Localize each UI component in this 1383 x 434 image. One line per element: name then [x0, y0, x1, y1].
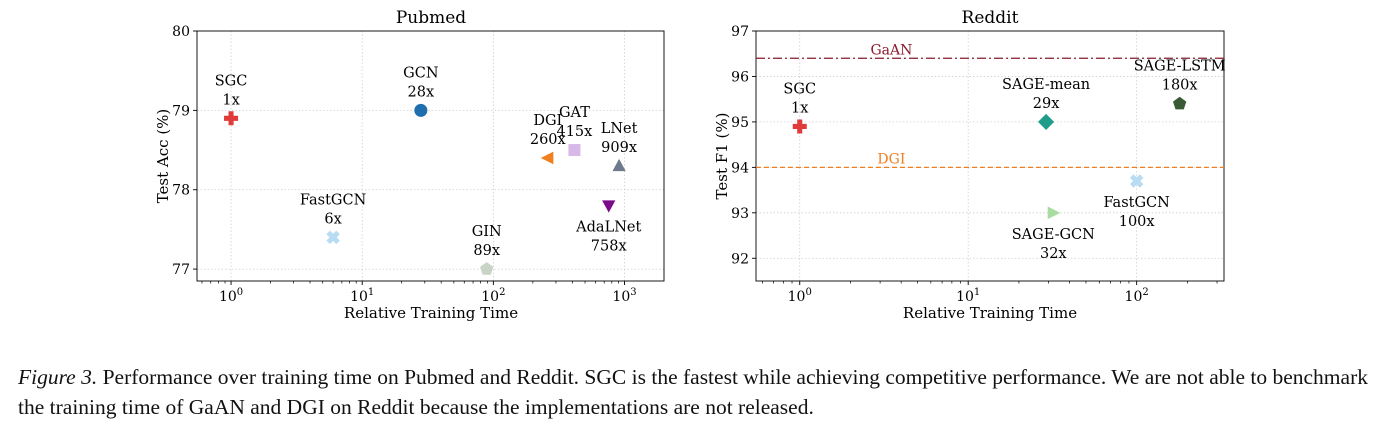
pubmed-label-lnet: LNet — [601, 121, 638, 137]
pubmed-xtick-exp: 3 — [630, 287, 636, 298]
pubmed-point-fastgcn-shape — [326, 230, 340, 245]
pubmed-speedup-gat: 415x — [556, 124, 592, 140]
pubmed-xtick-label: 101 — [350, 287, 374, 305]
figure-svg: Pubmed Relative Training Time Test Acc (… — [154, 8, 1226, 322]
pubmed-xtick-base: 10 — [219, 289, 237, 305]
pubmed-xtick-base: 10 — [350, 289, 368, 305]
pubmed-speedup-sgc: 1x — [222, 92, 239, 108]
reddit-ytick-label: 95 — [731, 115, 749, 131]
pubmed-xtick-base: 10 — [612, 289, 630, 305]
reddit-point-fastgcn-shape — [1129, 174, 1144, 188]
reddit-label-fastgcn: FastGCN — [1103, 195, 1170, 211]
pubmed-ytick-label: 77 — [172, 262, 190, 278]
reddit-xtick-label: 100 — [788, 287, 812, 305]
reddit-point-sgc — [792, 119, 807, 134]
reddit-xtick-exp: 2 — [1142, 287, 1148, 298]
reddit-xtick-base: 10 — [788, 289, 806, 305]
reddit-point-sage-lstm — [1172, 96, 1187, 110]
pubmed-xlabel: Relative Training Time — [344, 304, 518, 322]
reddit-ytick-label: 94 — [731, 160, 749, 176]
pubmed-xtick-label: 102 — [481, 287, 505, 305]
reddit-speedup-fastgcn: 100x — [1119, 214, 1155, 230]
pubmed-speedup-fastgcn: 6x — [324, 211, 341, 227]
pubmed-point-gin — [480, 262, 494, 275]
reddit-axes-frame — [755, 30, 1225, 282]
reddit-xtick-base: 10 — [1125, 289, 1143, 305]
reddit-speedup-sage-mean: 29x — [1033, 96, 1060, 112]
pubmed-panel: Pubmed Relative Training Time Test Acc (… — [154, 8, 665, 322]
reddit-label-sage-lstm: SAGE-LSTM — [1134, 59, 1226, 75]
reddit-ytick-label: 93 — [731, 206, 749, 222]
pubmed-point-gcn — [414, 103, 428, 117]
pubmed-point-gat — [568, 144, 581, 157]
reddit-point-sage-mean — [1038, 113, 1055, 130]
reddit-xlabel: Relative Training Time — [903, 304, 1077, 322]
reddit-title: Reddit — [962, 8, 1019, 28]
pubmed-xtick-label: 103 — [612, 287, 636, 305]
reddit-point-fastgcn — [1129, 174, 1144, 188]
reddit-point-sage-gcn — [1047, 206, 1061, 220]
reddit-speedup-sage-gcn: 32x — [1040, 246, 1067, 262]
reddit-ytick-label: 97 — [731, 24, 749, 40]
caption-text: Performance over training time on Pubmed… — [18, 365, 1368, 419]
pubmed-xtick-label: 100 — [219, 287, 243, 305]
reddit-speedup-sage-lstm: 180x — [1162, 78, 1198, 94]
pubmed-ytick-label: 80 — [172, 24, 190, 40]
pubmed-label-gcn: GCN — [403, 65, 439, 81]
reddit-xtick-exp: 1 — [974, 287, 980, 298]
pubmed-ytick-label: 79 — [172, 103, 190, 119]
pubmed-speedup-lnet: 909x — [601, 140, 637, 156]
pubmed-axes-frame — [196, 30, 665, 282]
pubmed-point-fastgcn — [326, 230, 340, 245]
pubmed-label-adalnet: AdaLNet — [575, 220, 641, 236]
reddit-xtick-base: 10 — [956, 289, 974, 305]
pubmed-speedup-gin: 89x — [473, 243, 500, 259]
pubmed-title: Pubmed — [396, 8, 466, 28]
pubmed-xtick-exp: 2 — [499, 287, 505, 298]
pubmed-speedup-adalnet: 758x — [591, 239, 627, 255]
reddit-xtick-exp: 0 — [805, 287, 811, 298]
reddit-speedup-sgc: 1x — [791, 100, 808, 116]
reddit-xtick-label: 101 — [956, 287, 980, 305]
pubmed-xtick-exp: 0 — [237, 287, 243, 298]
reddit-ytick-label: 92 — [731, 251, 749, 267]
reddit-xtick-label: 102 — [1125, 287, 1149, 305]
figure-caption: Figure 3. Performance over training time… — [18, 362, 1368, 422]
reddit-hline-label: DGI — [877, 151, 905, 167]
reddit-label-sage-mean: SAGE-mean — [1002, 77, 1090, 93]
pubmed-label-sgc: SGC — [215, 73, 248, 89]
pubmed-speedup-gcn: 28x — [408, 84, 435, 100]
pubmed-point-lnet — [612, 158, 626, 172]
reddit-panel: Reddit Relative Training Time Test F1 (%… — [713, 8, 1226, 322]
reddit-hline-label: GaAN — [870, 42, 912, 58]
reddit-ylabel: Test F1 (%) — [713, 113, 731, 200]
pubmed-point-dgi — [540, 151, 554, 165]
pubmed-xtick-exp: 1 — [368, 287, 374, 298]
reddit-ytick-label: 96 — [731, 69, 749, 85]
reddit-label-sgc: SGC — [783, 81, 816, 97]
pubmed-xtick-base: 10 — [481, 289, 499, 305]
pubmed-label-gin: GIN — [472, 224, 502, 240]
caption-label: Figure 3. — [18, 365, 98, 389]
pubmed-label-fastgcn: FastGCN — [300, 192, 367, 208]
pubmed-label-dgi: DGI — [533, 113, 562, 129]
pubmed-label-gat: GAT — [559, 105, 590, 121]
pubmed-ytick-label: 78 — [172, 183, 190, 199]
pubmed-speedup-dgi: 260x — [530, 132, 566, 148]
pubmed-point-adalnet — [602, 200, 616, 213]
reddit-label-sage-gcn: SAGE-GCN — [1012, 227, 1095, 243]
pubmed-point-sgc — [224, 111, 239, 126]
pubmed-ylabel: Test Acc (%) — [154, 109, 172, 204]
